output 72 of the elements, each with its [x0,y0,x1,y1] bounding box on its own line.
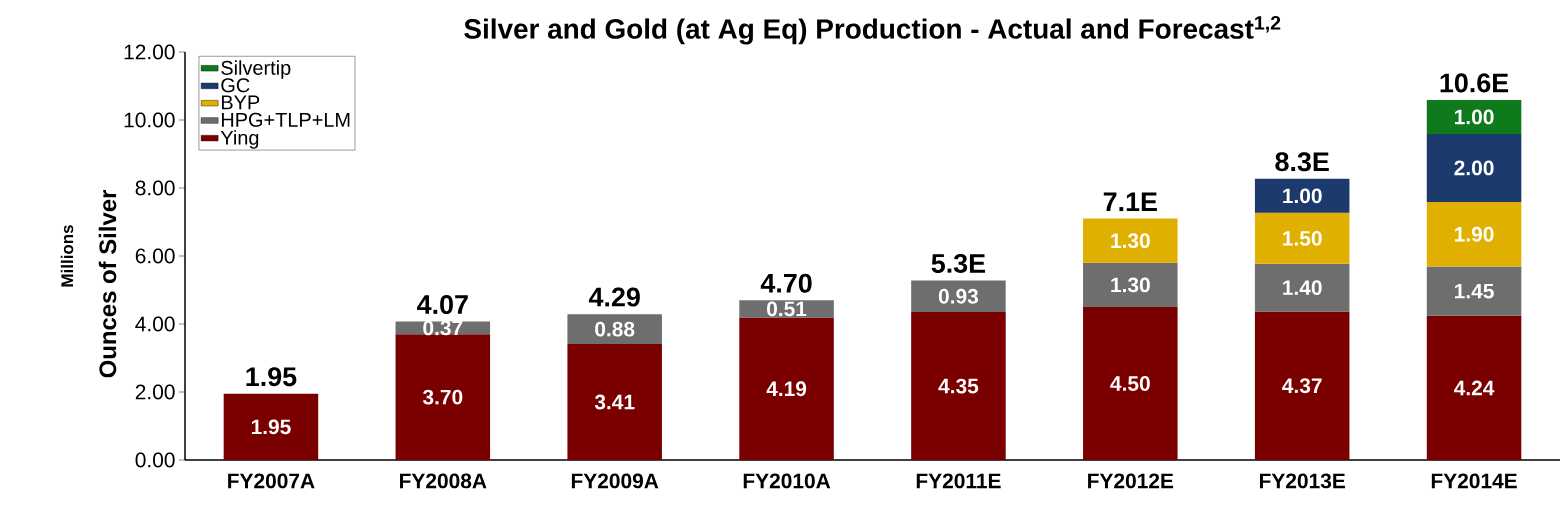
legend-label: Silvertip [221,60,291,79]
chart-title: Silver and Gold (at Ag Eq) Production - Actual and Forecast$^{1,2}$ [464,15,1281,45]
y-tick-label: 10.00 [124,112,175,128]
data-label: 1.45 [1455,283,1494,299]
bar [567,314,662,345]
total-label: 8.3E [1275,152,1329,172]
bar [739,317,834,460]
total-label: 7.1E [1103,192,1157,212]
bar [1426,315,1522,460]
bar [911,280,1006,313]
data-label: 0.37 [423,320,463,336]
x-tick-label: FY2012E [1088,473,1174,489]
legend-label: HPG+TLP+LM [221,112,350,127]
bar [1254,263,1350,312]
bar [1254,178,1350,213]
legend-label: BYP [221,95,260,110]
bar [567,344,662,460]
y-tick-label: 6.00 [135,248,175,264]
total-label: 4.70 [760,273,812,293]
data-label: 4.19 [766,381,807,397]
data-label: 1.95 [251,419,291,435]
bar [1426,201,1522,267]
total-label: 10.6E [1440,73,1509,93]
data-label: 0.93 [938,288,979,304]
y-tick-label: 4.00 [135,316,175,332]
bar [1083,218,1178,263]
data-label: 3.70 [422,389,463,405]
data-label: 1.50 [1283,230,1322,246]
data-label: 1.90 [1455,226,1494,242]
data-label: 3.41 [594,394,635,410]
text: Millions [60,225,74,287]
data-label: 1.30 [1111,277,1150,293]
legend-label: GC [221,78,250,93]
y-tick-label: 12.00 [124,44,175,60]
y-tick-label: 8.00 [135,180,175,196]
data-label: 4.37 [1282,378,1322,394]
y-axis-title: Ounces of Silver [98,190,117,378]
x-tick-label: FY2009A [571,473,659,489]
bar [1083,307,1178,460]
bar [1254,212,1350,264]
total-label: 5.3E [931,253,986,273]
x-tick-label: FY2007A [228,473,315,489]
bar [1254,311,1350,460]
bar [739,300,834,318]
data-label: 1.40 [1283,280,1322,296]
bar [1426,133,1522,202]
data-label: 0.88 [595,321,635,337]
data-label: 0.51 [767,301,807,317]
bar [1083,262,1178,307]
total-label: 4.07 [417,295,468,315]
y-tick-label: 0.00 [135,452,175,468]
x-tick-label: FY2011E [916,473,1001,489]
bar [223,393,319,460]
total-label: 4.29 [588,287,640,307]
bar [911,312,1006,460]
data-label: 4.50 [1110,376,1150,391]
x-tick-label: FY2013E [1259,473,1345,489]
y-tick-label: 2.00 [135,384,175,400]
legend-label: Ying [220,130,259,149]
bar [1426,99,1522,134]
data-label: 4.24 [1454,380,1495,396]
data-label: 1.00 [1455,109,1494,125]
x-tick-label: FY2010A [743,473,831,489]
bar [1426,266,1522,316]
x-tick-label: FY2008A [400,473,487,489]
data-label: 1.00 [1283,188,1322,204]
total-label: 1.95 [246,367,297,387]
bar [395,334,491,460]
data-label: 4.35 [938,378,979,394]
data-label: 2.00 [1454,160,1494,176]
x-tick-label: FY2014E [1431,473,1517,489]
data-label: 1.30 [1111,233,1150,249]
